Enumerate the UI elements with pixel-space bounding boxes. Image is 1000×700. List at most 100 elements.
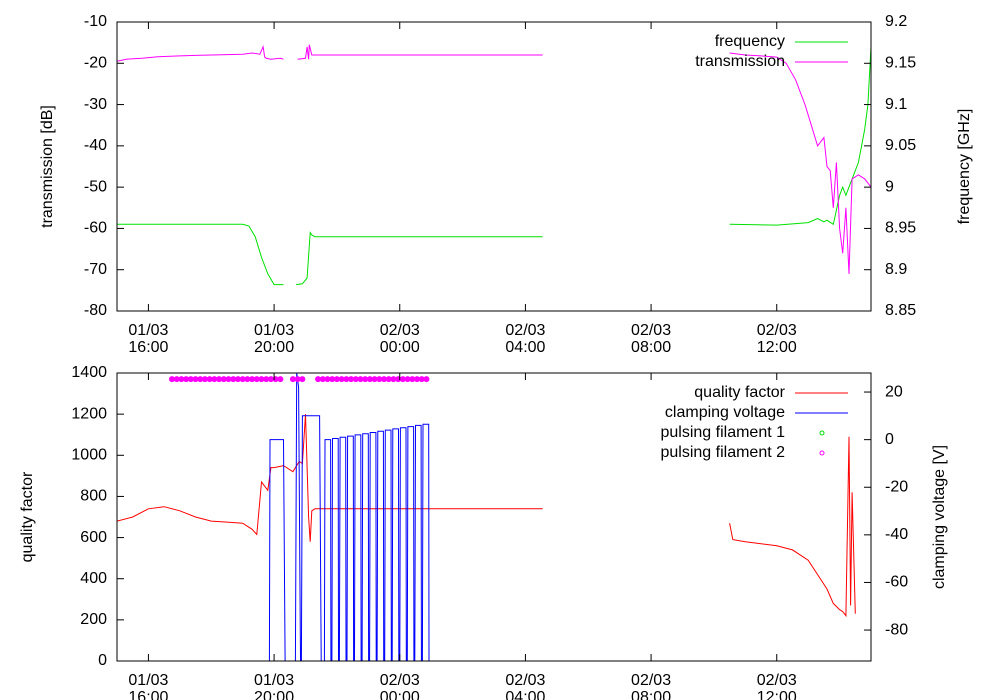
plot-area bbox=[117, 373, 856, 661]
series-point bbox=[315, 376, 322, 383]
series-point bbox=[423, 376, 430, 383]
y-axis-label: transmission [dB] bbox=[39, 105, 56, 228]
series-point bbox=[390, 376, 397, 383]
series-point bbox=[299, 376, 306, 383]
x-tick-label: 02/03 04:00 bbox=[505, 322, 545, 356]
y-tick-label: 400 bbox=[80, 570, 107, 587]
x-tick-label: 02/03 00:00 bbox=[380, 322, 420, 356]
series-point bbox=[249, 376, 256, 383]
series-point bbox=[267, 376, 274, 383]
series-point bbox=[230, 376, 237, 383]
plot-frame bbox=[116, 372, 872, 662]
series-line bbox=[268, 373, 430, 661]
legend-label: quality factor bbox=[694, 384, 785, 401]
series-point bbox=[277, 376, 284, 383]
y-tick-label: -50 bbox=[84, 178, 107, 195]
legend-label: transmission bbox=[695, 53, 785, 70]
series-line bbox=[117, 414, 543, 542]
series-point bbox=[173, 376, 180, 383]
series-point bbox=[289, 376, 296, 383]
y2-tick-label: -40 bbox=[885, 526, 908, 543]
series-point bbox=[357, 376, 364, 383]
y-tick-label: 800 bbox=[80, 488, 107, 505]
series-line bbox=[117, 223, 284, 286]
series-point bbox=[216, 376, 223, 383]
series-line bbox=[297, 44, 543, 60]
legend-label: clamping voltage bbox=[665, 404, 785, 421]
y-tick-label: 0 bbox=[98, 652, 107, 669]
x-tick-label: 02/03 04:00 bbox=[505, 672, 545, 700]
x-tick-label: 02/03 08:00 bbox=[631, 672, 671, 700]
series-point bbox=[253, 376, 260, 383]
series-point bbox=[404, 376, 411, 383]
x-tick-label: 02/03 12:00 bbox=[757, 672, 797, 700]
series-point bbox=[352, 376, 359, 383]
x-tick-label: 02/03 12:00 bbox=[757, 322, 797, 356]
series-point bbox=[178, 376, 185, 383]
series-point bbox=[201, 376, 208, 383]
series-point bbox=[329, 376, 336, 383]
y-tick-label: -10 bbox=[84, 13, 107, 30]
series-point bbox=[418, 376, 425, 383]
series-point bbox=[338, 376, 345, 383]
y-tick-label: 1400 bbox=[71, 364, 107, 381]
series-point bbox=[244, 376, 251, 383]
y2-tick-label: 0 bbox=[885, 431, 894, 448]
legend-swatch bbox=[819, 450, 825, 456]
x-tick-label: 01/03 20:00 bbox=[254, 672, 294, 700]
series-point bbox=[220, 376, 227, 383]
plot-area bbox=[117, 44, 871, 286]
series-point bbox=[381, 376, 388, 383]
y-tick-label: -80 bbox=[84, 302, 107, 319]
x-tick-label: 01/03 16:00 bbox=[128, 322, 168, 356]
series-point bbox=[258, 376, 265, 383]
y-tick-label: -20 bbox=[84, 55, 107, 72]
series-point bbox=[366, 376, 373, 383]
y-tick-label: 600 bbox=[80, 529, 107, 546]
series-point bbox=[362, 376, 369, 383]
y2-tick-label: 9.15 bbox=[885, 55, 916, 72]
series-point bbox=[319, 376, 326, 383]
series-point bbox=[343, 376, 350, 383]
y-tick-label: 1200 bbox=[71, 405, 107, 422]
series-point bbox=[168, 376, 175, 383]
y2-tick-label: -20 bbox=[885, 478, 908, 495]
y2-tick-label: -60 bbox=[885, 574, 908, 591]
series-point bbox=[192, 376, 199, 383]
x-tick-label: 02/03 08:00 bbox=[631, 322, 671, 356]
legend-swatch bbox=[819, 430, 825, 436]
y2-axis-label: frequency [GHz] bbox=[956, 109, 973, 225]
y2-tick-label: 8.85 bbox=[885, 302, 916, 319]
series-line bbox=[296, 231, 543, 286]
y-tick-label: 200 bbox=[80, 611, 107, 628]
y2-tick-label: 9 bbox=[885, 178, 894, 195]
series-point bbox=[183, 376, 190, 383]
series-line bbox=[729, 46, 871, 226]
series-point bbox=[414, 376, 421, 383]
series-point bbox=[333, 376, 340, 383]
series-point bbox=[348, 376, 355, 383]
series-line bbox=[729, 436, 856, 618]
y2-tick-label: 8.95 bbox=[885, 220, 916, 237]
legend-label: pulsing filament 2 bbox=[660, 444, 785, 461]
legend-label: pulsing filament 1 bbox=[660, 424, 785, 441]
x-tick-label: 01/03 16:00 bbox=[128, 672, 168, 700]
y2-tick-label: -80 bbox=[885, 621, 908, 638]
y-tick-label: -60 bbox=[84, 220, 107, 237]
series-point bbox=[197, 376, 204, 383]
series-point bbox=[371, 376, 378, 383]
series-line bbox=[117, 45, 284, 62]
y2-tick-label: 9.05 bbox=[885, 137, 916, 154]
series-point bbox=[187, 376, 194, 383]
y-tick-label: 1000 bbox=[71, 447, 107, 464]
plot-frame bbox=[116, 21, 872, 312]
x-tick-label: 01/03 20:00 bbox=[254, 322, 294, 356]
series-point bbox=[206, 376, 213, 383]
y2-tick-label: 9.2 bbox=[885, 13, 907, 30]
legend-label: frequency bbox=[715, 33, 785, 50]
series-point bbox=[234, 376, 241, 383]
series-point bbox=[385, 376, 392, 383]
y-tick-label: -40 bbox=[84, 137, 107, 154]
series-point bbox=[409, 376, 416, 383]
